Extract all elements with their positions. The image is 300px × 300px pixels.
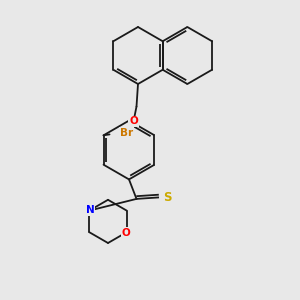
Text: S: S — [163, 191, 172, 204]
Text: Br: Br — [120, 128, 133, 138]
Text: N: N — [85, 205, 94, 215]
Text: O: O — [122, 228, 130, 238]
Text: O: O — [129, 116, 138, 127]
